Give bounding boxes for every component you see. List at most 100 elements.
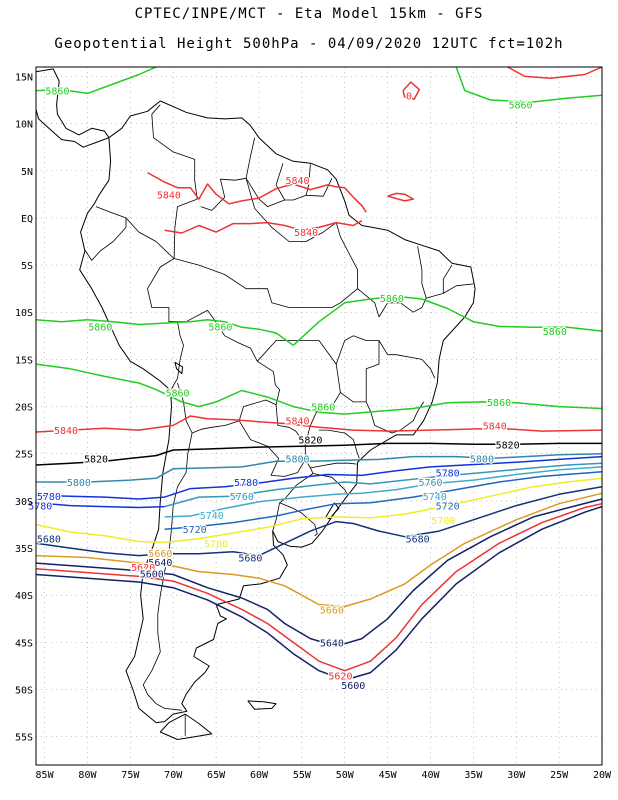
lon-label-55W: 55W [293, 770, 312, 781]
border-guyana-brazil [245, 178, 333, 208]
border-brazil-states-ne3 [442, 264, 453, 294]
contour-5740-16 [164, 466, 603, 518]
contour-5860-7 [292, 295, 603, 346]
lon-label-20W: 20W [593, 770, 612, 781]
border-peru-bolivia-chile [170, 321, 184, 391]
lagoa-dos-patos [325, 502, 340, 520]
border-brazil-states-center [257, 340, 341, 445]
lon-label-40W: 40W [421, 770, 440, 781]
contour-5760-15 [164, 462, 603, 508]
border-brazil-states-pr-sc [310, 462, 357, 469]
contour-label-5600: 5600 [140, 570, 164, 581]
contour-lines [35, 66, 603, 681]
lon-label-30W: 30W [507, 770, 526, 781]
lat-label-5S: 5S [21, 261, 33, 272]
contour-5840-3 [402, 81, 421, 100]
contour-label-5860: 5860 [311, 403, 335, 414]
border-bolivia-brazil [177, 309, 281, 434]
contour-label-5620: 5620 [328, 671, 352, 682]
land-outlines [35, 68, 476, 740]
border-brazil-states-amazonas [173, 258, 358, 308]
border-peru-brazil [147, 258, 178, 323]
contour-5680-19 [35, 485, 603, 557]
lat-label-15N: 15N [15, 72, 33, 83]
lat-label-10S: 10S [15, 308, 33, 319]
border-venezuela-guyana-brazil [200, 137, 256, 211]
contour-label-5860: 5860 [45, 87, 69, 98]
contour-label-5840: 5840 [54, 426, 78, 437]
contour-label-5720: 5720 [436, 502, 460, 513]
contour-label-5860: 5860 [487, 398, 511, 409]
lat-label-55S: 55S [15, 733, 33, 744]
border-guyana-suriname [275, 163, 286, 201]
lon-label-50W: 50W [336, 770, 355, 781]
border-brazil-states-goias [335, 335, 380, 403]
contour-label-5840: 5840 [286, 176, 310, 187]
lat-label-45S: 45S [15, 638, 33, 649]
lon-label-80W: 80W [78, 770, 97, 781]
contour-label-5740: 5740 [200, 511, 224, 522]
map-frame [35, 66, 603, 766]
contour-5640-21 [35, 498, 603, 647]
lon-label-25W: 25W [550, 770, 569, 781]
tierra-del-fuego [159, 713, 213, 740]
contour-5820-11 [35, 442, 602, 466]
contour-5860-0 [35, 66, 157, 95]
contour-label-5660: 5660 [148, 549, 172, 560]
contour-label-5640: 5640 [148, 558, 172, 569]
latitude-labels: 15N 10N 5N EQ 5S 10S 15S 20S 25S 30S 35S 40S 45S 50S 5… [15, 72, 33, 743]
contour-5840-4 [147, 171, 367, 213]
contour-5660-20 [35, 492, 603, 608]
contour-5860-8 [35, 319, 294, 346]
lat-label-25S: 25S [15, 450, 33, 461]
contour-label-5820: 5820 [84, 454, 108, 465]
contour-label-5800: 5800 [470, 454, 494, 465]
contour-label-5680: 5680 [406, 535, 430, 546]
border-brazil-states-ne2 [426, 283, 474, 299]
border-chile-argentina [142, 432, 193, 711]
lon-label-60W: 60W [250, 770, 269, 781]
contour-label-5640: 5640 [320, 638, 344, 649]
border-ecuador-peru [84, 217, 127, 261]
contour-label-5860: 5860 [380, 294, 404, 305]
contour-5700-18 [35, 477, 603, 544]
border-colombia-ecuador-peru [95, 206, 175, 259]
contour-label-5820: 5820 [496, 440, 520, 451]
border-venezuela-colombia [151, 104, 198, 200]
contour-label-5680: 5680 [238, 553, 262, 564]
contour-5840-2 [507, 66, 603, 80]
lat-label-40S: 40S [15, 591, 33, 602]
contour-label-5760: 5760 [418, 478, 442, 489]
contour-label-5840: 5840 [483, 421, 507, 432]
lon-label-45W: 45W [379, 770, 398, 781]
contour-label-5800: 5800 [67, 478, 91, 489]
central-america [35, 68, 110, 148]
lat-label-EQ: EQ [21, 214, 33, 225]
contour-label-5860: 5860 [165, 388, 189, 399]
contour-label-5620: 5620 [131, 563, 155, 574]
contour-label-5660: 5660 [320, 605, 344, 616]
contour-5600-23 [35, 505, 603, 681]
contour-label-5780: 5780 [234, 478, 258, 489]
lat-label-10N: 10N [15, 120, 33, 131]
border-uruguay-argentina [272, 502, 280, 532]
lat-label-35S: 35S [15, 544, 33, 555]
contour-5840-10 [35, 415, 603, 433]
border-brazil-states-bahia [378, 340, 436, 379]
border-brazil-states-mg [365, 401, 424, 434]
contour-5860-9 [35, 363, 603, 415]
contour-5840-5 [164, 220, 363, 234]
contour-label-5780: 5780 [436, 469, 460, 480]
border-colombia-south [173, 198, 198, 259]
south-america-coastline [79, 100, 476, 724]
lat-label-20S: 20S [15, 403, 33, 414]
border-brazil-states-north [245, 178, 380, 318]
lon-label-65W: 65W [207, 770, 226, 781]
contour-5780-14 [35, 502, 165, 509]
lon-label-75W: 75W [121, 770, 140, 781]
contour-5620-22 [35, 502, 603, 672]
lat-label-30S: 30S [15, 497, 33, 508]
border-brazil-states-northeast [378, 246, 427, 318]
contour-label-5840: 5840 [294, 228, 318, 239]
